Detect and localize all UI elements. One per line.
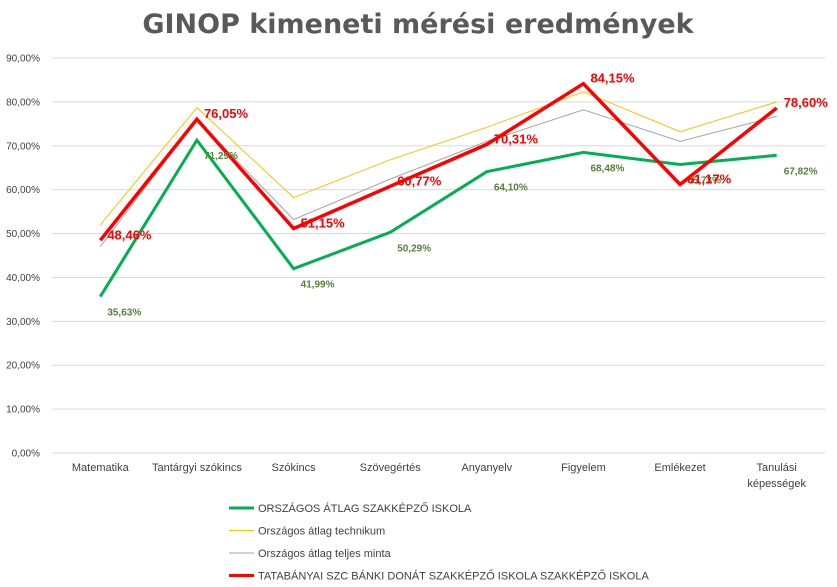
- data-label: 48,46%: [107, 227, 152, 242]
- data-label: 68,48%: [590, 163, 624, 174]
- data-label: 35,63%: [107, 308, 141, 319]
- y-tick-label: 70,00%: [6, 141, 40, 152]
- legend: ORSZÁGOS ÁTLAG SZAKKÉPZŐ ISKOLA Országos …: [229, 501, 649, 583]
- y-axis-ticks: 0,00% 10,00% 20,00% 30,00% 40,00% 50,00% 60,00…: [6, 54, 40, 460]
- x-category-label: Tantárgyi szókincs: [152, 462, 242, 474]
- y-tick-label: 50,00%: [6, 229, 40, 240]
- y-tick-label: 10,00%: [6, 405, 40, 416]
- data-label: 84,15%: [590, 71, 635, 86]
- x-category-label: Tanulási: [757, 462, 797, 474]
- data-label: 78,60%: [784, 95, 829, 110]
- legend-entry: Országos átlag technikum: [258, 526, 385, 538]
- series-line-2: [99, 91, 777, 226]
- data-label: 67,82%: [784, 166, 818, 177]
- data-label: 50,29%: [397, 243, 431, 254]
- data-label: 60,77%: [397, 173, 442, 188]
- y-tick-label: 80,00%: [6, 97, 40, 108]
- legend-entry: ORSZÁGOS ÁTLAG SZAKKÉPZŐ ISKOLA: [258, 501, 472, 515]
- data-label: 70,31%: [494, 131, 539, 146]
- x-category-label: Anyanyelv: [461, 462, 512, 474]
- x-category-label: képességek: [747, 478, 806, 490]
- x-category-label: Matematika: [72, 462, 130, 474]
- series-line-4: [98, 81, 778, 242]
- data-label: 64,10%: [494, 183, 528, 194]
- x-axis-categories: Matematika Tantárgyi szókincs Szókincs Szöv…: [72, 462, 807, 490]
- x-category-label: Emlékezet: [654, 462, 705, 474]
- y-tick-label: 40,00%: [6, 273, 40, 284]
- legend-entry: TATABÁNYAI SZC BÁNKI DONÁT SZAKKÉPZŐ ISK…: [258, 569, 649, 583]
- x-category-label: Szövegértés: [360, 462, 422, 474]
- y-tick-label: 20,00%: [6, 361, 40, 372]
- gridlines: [52, 57, 825, 454]
- chart-title: GINOP kimeneti mérési eredmények: [142, 9, 694, 40]
- y-tick-label: 0,00%: [12, 449, 40, 460]
- y-tick-label: 60,00%: [6, 185, 40, 196]
- data-label: 71,29%: [204, 151, 238, 162]
- series-line-1: [99, 137, 777, 298]
- legend-entry: Országos átlag teljes minta: [258, 548, 392, 560]
- y-tick-label: 90,00%: [6, 54, 40, 65]
- data-label: 41,99%: [301, 280, 335, 291]
- y-tick-label: 30,00%: [6, 317, 40, 328]
- data-label: 76,05%: [204, 106, 249, 121]
- x-category-label: Figyelem: [561, 462, 606, 474]
- data-label: 65,73%: [687, 176, 721, 187]
- data-labels: 35,63% 71,29% 41,99% 50,29% 64,10% 68,48% 65,7…: [107, 71, 828, 319]
- series-lines: [98, 81, 778, 298]
- x-category-label: Szókincs: [272, 462, 317, 474]
- data-label: 51,15%: [301, 216, 346, 231]
- data-label: 61,17%: [687, 172, 732, 187]
